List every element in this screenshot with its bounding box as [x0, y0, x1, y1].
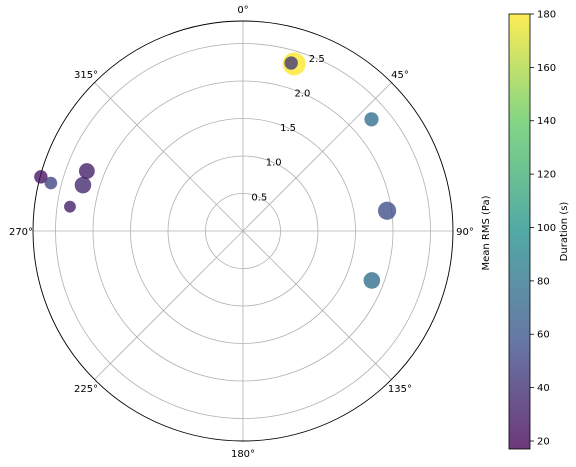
- colorbar-tick-label: 80: [537, 276, 550, 287]
- colorbar-tick-label: 40: [537, 383, 550, 394]
- theta-tick-label: 0°: [237, 5, 248, 16]
- data-points: [34, 52, 397, 289]
- radial-axis-label: Mean RMS (Pa): [481, 195, 492, 270]
- polar-grid: [32, 20, 454, 442]
- scatter-point: [284, 56, 298, 70]
- theta-tick-label: 135°: [388, 384, 412, 395]
- scatter-point: [363, 272, 381, 289]
- tick-labels: 0° 45° 90° 135° 180° 225° 270° 315° 0.5 1.0 1.5 2.0…: [9, 5, 492, 460]
- scatter-point: [364, 112, 379, 127]
- theta-grid-line: [242, 82, 392, 232]
- r-tick-label: 2.5: [309, 54, 325, 65]
- theta-grid-line: [94, 230, 244, 380]
- r-tick-label: 1.0: [266, 158, 282, 169]
- colorbar-tick-label: 20: [537, 436, 550, 447]
- theta-tick-label: 315°: [74, 70, 98, 81]
- scatter-point: [34, 170, 48, 184]
- colorbar-frame: [508, 13, 531, 450]
- colorbar: 20 40 60 80 100 120 140 160 180 Duration (s): [508, 10, 570, 450]
- theta-tick-label: 225°: [74, 384, 98, 395]
- colorbar-gradient: [509, 14, 530, 449]
- colorbar-tick-label: 120: [537, 170, 556, 181]
- colorbar-label: Duration (s): [559, 202, 570, 262]
- colorbar-tick-label: 100: [537, 223, 556, 234]
- colorbar-tick-label: 140: [537, 116, 556, 127]
- r-tick-label: 1.5: [280, 123, 296, 134]
- theta-grid-line: [94, 82, 244, 232]
- theta-tick-label: 45°: [391, 70, 409, 81]
- scatter-point: [64, 200, 76, 213]
- polar-frame: [32, 20, 454, 442]
- r-tick-label: 2.0: [294, 88, 310, 99]
- scatter-point: [78, 163, 95, 179]
- theta-tick-label: 270°: [9, 227, 33, 238]
- theta-tick-label: 180°: [231, 449, 255, 460]
- scatter-point: [377, 201, 397, 220]
- colorbar-tick-label: 160: [537, 63, 556, 74]
- colorbar-tick-label: 180: [537, 10, 556, 21]
- theta-tick-label: 90°: [456, 227, 474, 238]
- theta-grid-line: [242, 230, 392, 380]
- scatter-point: [44, 176, 58, 190]
- colorbar-tick-label: 60: [537, 330, 550, 341]
- r-tick-label: 0.5: [251, 192, 267, 203]
- scatter-point: [74, 176, 92, 194]
